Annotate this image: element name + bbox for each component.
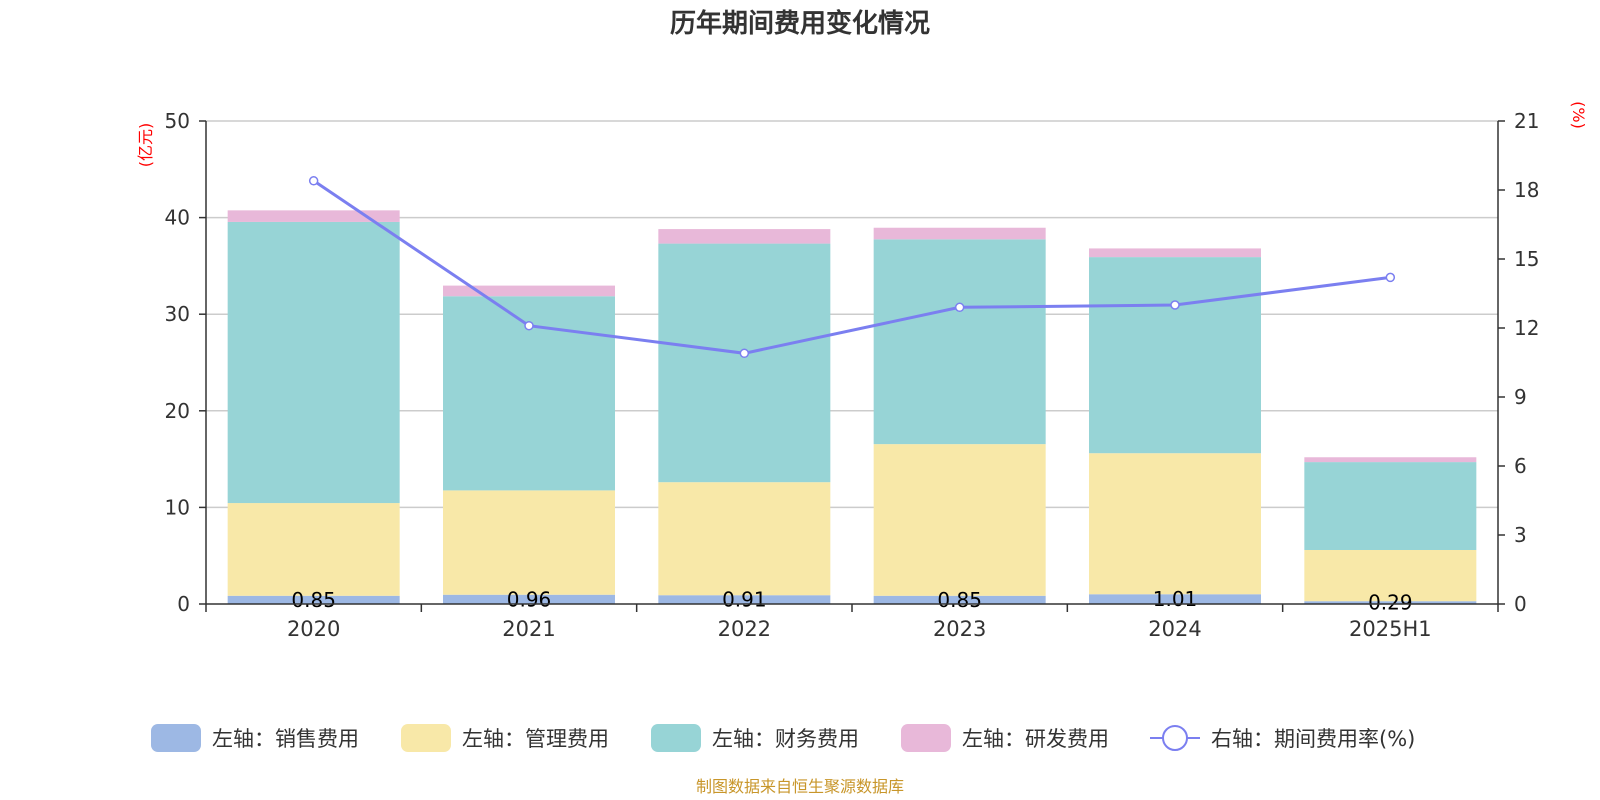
legend-swatch: [151, 724, 201, 752]
right-tick-label: 18: [1514, 178, 1539, 202]
gridlines: [206, 120, 1498, 509]
right-tick-label: 15: [1514, 247, 1539, 271]
legend-item[interactable]: 左轴：财务费用: [651, 724, 859, 752]
rate-line: [308, 176, 1396, 359]
legend-swatch: [901, 724, 951, 752]
bar-segment[interactable]: [443, 285, 615, 297]
right-tick-label: 3: [1514, 523, 1527, 547]
bar-segment[interactable]: [873, 239, 1046, 445]
bar-segment[interactable]: [443, 594, 615, 604]
bar-segment[interactable]: [658, 229, 831, 244]
bar-segment[interactable]: [1304, 550, 1477, 602]
left-tick-label: 20: [165, 399, 190, 423]
bar-segment[interactable]: [1089, 453, 1261, 595]
left-tick-label: 10: [165, 495, 190, 519]
x-tick-label: 2024: [1148, 617, 1201, 641]
bar-segment[interactable]: [873, 227, 1046, 240]
legend-label: 左轴：销售费用: [212, 727, 359, 751]
left-tick-label: 40: [165, 206, 190, 230]
bar-data-label: 0.29: [1368, 591, 1413, 615]
axes: 0 10 20 30 40 50 0 3 6 9 12 15 18 21 2020 2021 2022 2023 2…: [165, 109, 1540, 641]
bar-segment[interactable]: [1089, 594, 1261, 604]
chart-title: 历年期间费用变化情况: [670, 8, 930, 39]
right-tick-label: 21: [1514, 109, 1539, 133]
bar-data-label: 0.91: [722, 588, 767, 612]
bar-data-label: 0.96: [507, 587, 552, 611]
x-tick-label: 2023: [933, 617, 986, 641]
left-tick-label: 50: [165, 109, 190, 133]
legend-item[interactable]: 左轴：销售费用: [151, 724, 359, 752]
right-tick-label: 9: [1514, 385, 1527, 409]
bar-segment[interactable]: [873, 595, 1046, 604]
bar-segment[interactable]: [658, 595, 831, 604]
legend[interactable]: 左轴：销售费用 左轴：管理费用 左轴：财务费用 左轴：研发费用 右轴：期间费用率(%): [151, 724, 1415, 752]
x-tick-label: 2020: [287, 617, 340, 641]
bar-segment[interactable]: [227, 210, 400, 222]
rate-point[interactable]: [1170, 300, 1180, 310]
bar-data-label: 0.85: [291, 588, 336, 612]
x-tick-label: 2025H1: [1349, 617, 1432, 641]
bar-segment[interactable]: [873, 444, 1046, 596]
bar-segment[interactable]: [227, 221, 400, 504]
x-tick-label: 2022: [718, 617, 771, 641]
bar-segment[interactable]: [1089, 248, 1261, 258]
legend-label: 左轴：研发费用: [962, 727, 1109, 751]
right-tick-label: 0: [1514, 592, 1527, 616]
left-axis-unit: (亿元): [136, 123, 155, 168]
rate-point[interactable]: [739, 348, 750, 359]
bar-segment[interactable]: [1304, 462, 1477, 551]
bar-segment[interactable]: [1089, 257, 1261, 454]
legend-label: 右轴：期间费用率(%): [1211, 727, 1415, 751]
source-note: 制图数据来自恒生聚源数据库: [696, 777, 904, 796]
bar-segment[interactable]: [658, 482, 831, 596]
bar-segment[interactable]: [1304, 457, 1477, 463]
legend-label: 左轴：财务费用: [712, 727, 859, 751]
rate-point[interactable]: [954, 302, 965, 313]
right-tick-label: 6: [1514, 454, 1527, 478]
left-tick-label: 0: [177, 592, 190, 616]
legend-swatch: [401, 724, 451, 752]
legend-swatch: [651, 724, 701, 752]
legend-item[interactable]: 右轴：期间费用率(%): [1150, 725, 1415, 751]
legend-marker: [1162, 725, 1188, 751]
x-tick-label: 2021: [502, 617, 555, 641]
bar-segment[interactable]: [227, 595, 400, 604]
rate-line-path: [312, 179, 1391, 355]
bar-segment[interactable]: [227, 503, 400, 596]
bars: 0.85 0.96 0.91 0.85 1.01 0.29: [227, 210, 1477, 615]
rate-point[interactable]: [524, 320, 534, 331]
left-tick-label: 30: [165, 302, 190, 326]
bar-segment[interactable]: [658, 243, 831, 483]
bar-segment[interactable]: [1304, 601, 1477, 604]
right-axis-unit: (%): [1569, 101, 1588, 129]
bar-data-label: 0.85: [937, 588, 982, 612]
legend-item[interactable]: 左轴：研发费用: [901, 724, 1109, 752]
bar-data-label: 1.01: [1153, 587, 1198, 611]
right-tick-label: 12: [1514, 316, 1539, 340]
legend-item[interactable]: 左轴：管理费用: [401, 724, 609, 752]
rate-point[interactable]: [308, 176, 319, 186]
rate-point[interactable]: [1385, 272, 1396, 283]
legend-label: 左轴：管理费用: [462, 727, 609, 751]
bar-segment[interactable]: [443, 490, 615, 595]
